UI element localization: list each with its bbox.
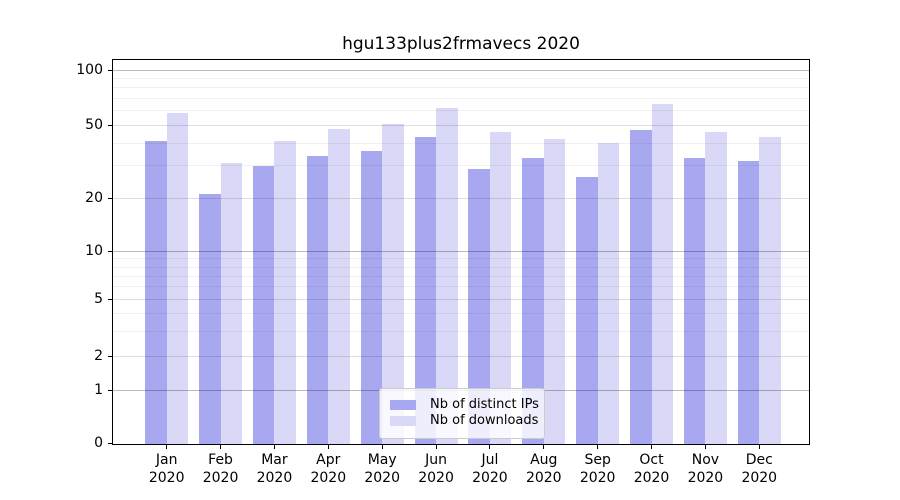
x-tick-label-month: Oct (639, 452, 664, 468)
x-tick-label-month: Nov (691, 452, 720, 468)
y-tick-2 (108, 356, 112, 358)
bar-downloads-jun-2020 (436, 108, 458, 444)
bar-downloads-may-2020 (382, 123, 404, 444)
bar-distinct-ips-may-2020 (360, 151, 383, 444)
bar-downloads-nov-2020 (705, 131, 727, 444)
bar-distinct-ips-apr-2020 (306, 156, 329, 444)
x-tick-label-dec-2020: Dec 2020 (719, 452, 799, 487)
bar-distinct-ips-jul-2020 (468, 168, 490, 444)
plot-area: Nb of distinct IPs Nb of downloads (112, 59, 810, 445)
y-tick-label-5: 5 (94, 290, 103, 307)
bar-downloads-mar-2020 (274, 141, 296, 444)
x-tick-label-year: 2020 (202, 469, 239, 486)
bar-downloads-jul-2020 (489, 131, 512, 444)
legend-label-downloads: Nb of downloads (430, 413, 539, 428)
bar-downloads-aug-2020 (543, 139, 566, 444)
x-tick-label-year: 2020 (418, 469, 454, 486)
x-tick-label-month: Dec (745, 452, 773, 468)
y-tick-label-2: 2 (94, 348, 103, 365)
x-tick-label-year: 2020 (310, 469, 347, 486)
x-tick-sep (597, 445, 599, 449)
x-tick-label-year: 2020 (364, 469, 400, 486)
bar-distinct-ips-jun-2020 (414, 137, 437, 444)
x-tick-nov (704, 445, 706, 449)
bar-distinct-ips-mar-2020 (252, 165, 275, 444)
bar-distinct-ips-jan-2020 (145, 141, 167, 444)
x-tick-label-aug-2020: Aug 2020 (504, 452, 584, 487)
y-tick-label-1: 1 (94, 382, 103, 399)
x-tick-label-year: 2020 (256, 469, 293, 486)
bar-downloads-feb-2020 (220, 163, 243, 444)
x-tick-label-jan-2020: Jan 2020 (127, 452, 207, 487)
x-tick-jun (435, 445, 437, 449)
bar-distinct-ips-oct-2020 (630, 130, 652, 444)
y-tick-0 (108, 443, 112, 445)
x-tick-label-year: 2020 (741, 469, 778, 486)
bar-distinct-ips-sep-2020 (576, 177, 598, 444)
x-tick-label-month: Mar (261, 452, 288, 468)
y-tick-label-100: 100 (76, 61, 103, 78)
y-tick-20 (108, 197, 112, 199)
x-tick-label-month: Jan (155, 452, 178, 468)
x-tick-label-apr-2020: Apr 2020 (288, 452, 368, 487)
x-tick-label-nov-2020: Nov 2020 (665, 452, 745, 487)
bar-distinct-ips-dec-2020 (737, 160, 760, 444)
bar-distinct-ips-aug-2020 (522, 158, 544, 444)
x-tick-may (381, 445, 383, 449)
x-tick-label-month: Feb (208, 452, 233, 468)
bar-downloads-dec-2020 (759, 137, 781, 444)
x-tick-jan (166, 445, 168, 449)
legend: Nb of distinct IPs Nb of downloads (379, 388, 545, 439)
x-tick-label-oct-2020: Oct 2020 (612, 452, 692, 487)
x-tick-label-jul-2020: Jul 2020 (450, 452, 530, 487)
y-tick-50 (108, 124, 112, 126)
legend-swatch-distinct-ips (390, 400, 416, 410)
x-tick-label-month: Sep (584, 452, 611, 468)
x-tick-oct (651, 445, 653, 449)
x-tick-label-month: Aug (530, 452, 558, 468)
x-tick-label-sep-2020: Sep 2020 (558, 452, 638, 487)
x-tick-label-year: 2020 (687, 469, 724, 486)
x-tick-label-month: Apr (316, 452, 341, 468)
bar-downloads-sep-2020 (597, 143, 620, 444)
y-tick-1 (108, 390, 112, 392)
bar-distinct-ips-feb-2020 (199, 194, 221, 444)
y-tick-label-20: 20 (85, 189, 103, 206)
x-tick-label-month: May (367, 452, 397, 468)
legend-label-distinct-ips: Nb of distinct IPs (430, 397, 539, 412)
x-tick-label-year: 2020 (633, 469, 670, 486)
legend-item-downloads: Nb of downloads (390, 413, 538, 429)
x-tick-label-may-2020: May 2020 (342, 452, 422, 487)
chart-title: hgu133plus2frmavecs 2020 (342, 34, 580, 54)
x-tick-aug (543, 445, 545, 449)
bar-downloads-oct-2020 (651, 104, 674, 444)
x-tick-apr (327, 445, 329, 449)
y-tick-10 (108, 251, 112, 253)
y-tick-5 (108, 298, 112, 300)
x-tick-dec (758, 445, 760, 449)
legend-item-distinct-ips: Nb of distinct IPs (390, 397, 539, 413)
x-tick-label-month: Jul (481, 452, 499, 468)
x-tick-label-year: 2020 (148, 469, 185, 486)
x-tick-label-month: Jun (425, 452, 447, 468)
x-tick-label-year: 2020 (525, 469, 562, 486)
bar-downloads-apr-2020 (328, 128, 350, 444)
x-tick-jul (489, 445, 491, 449)
x-tick-label-jun-2020: Jun 2020 (396, 452, 476, 487)
x-tick-mar (273, 445, 275, 449)
y-tick-100 (108, 69, 112, 71)
y-tick-label-50: 50 (85, 116, 103, 133)
x-tick-feb (220, 445, 222, 449)
bar-distinct-ips-nov-2020 (683, 158, 706, 444)
bar-downloads-jan-2020 (166, 113, 189, 444)
y-tick-label-0: 0 (94, 435, 103, 452)
x-tick-label-year: 2020 (472, 469, 508, 486)
x-tick-label-feb-2020: Feb 2020 (181, 452, 261, 487)
y-tick-label-10: 10 (85, 243, 103, 260)
x-tick-label-year: 2020 (579, 469, 616, 486)
legend-swatch-downloads (390, 416, 416, 426)
x-tick-label-mar-2020: Mar 2020 (234, 452, 314, 487)
bars-layer (113, 60, 809, 444)
